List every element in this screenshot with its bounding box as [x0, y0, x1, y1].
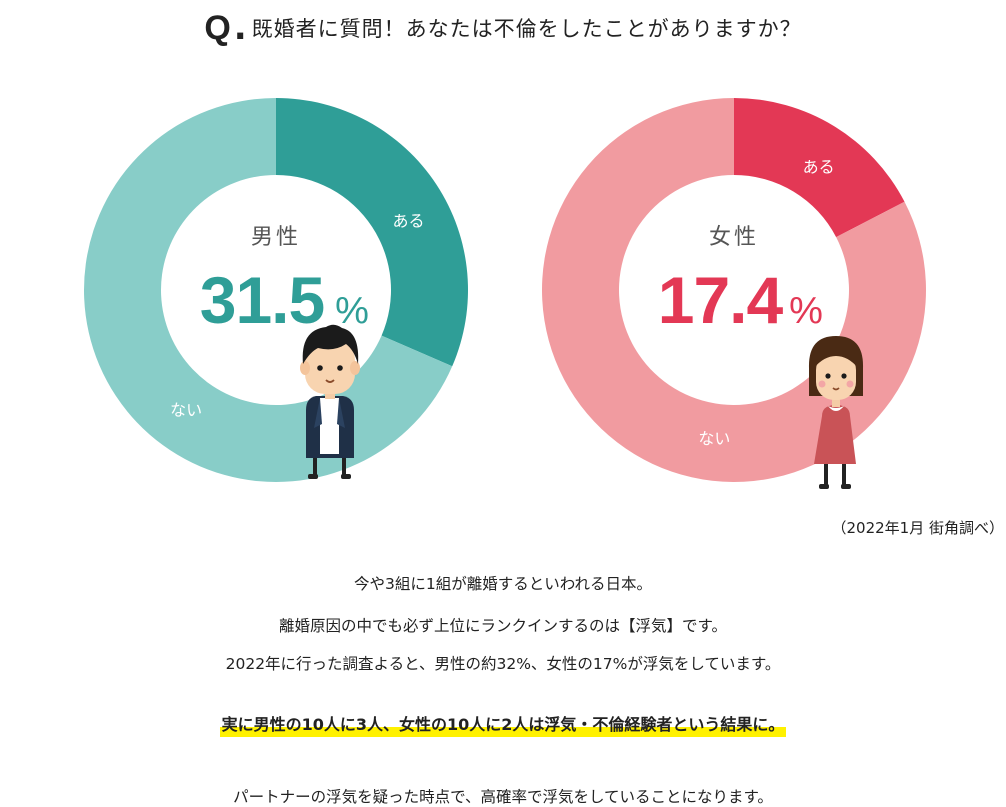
- female-slice-labels: ある ない: [698, 158, 834, 448]
- body-line-4: パートナーの浮気を疑った時点で、高確率で浮気をしていることになります。: [233, 788, 773, 806]
- q-dot: .: [233, 8, 248, 48]
- female-donut-chart: ある ない 女性 17.4 %: [541, 98, 926, 489]
- q-mark: Q: [204, 9, 232, 47]
- male-slice-nai: [84, 98, 453, 483]
- female-percent-value: 17.4: [658, 263, 784, 337]
- female-slice-label-aru: ある: [803, 158, 835, 177]
- female-slice-label-nai: ない: [698, 429, 730, 448]
- male-slice-label-aru: ある: [392, 212, 424, 231]
- man-illustration-icon: [300, 324, 360, 479]
- body-line-1: 今や3組に1組が離婚するといわれる日本。: [354, 575, 652, 593]
- female-center-label: 女性: [709, 225, 759, 250]
- question-heading: Q. 既婚者に質問！あなたは不倫をしたことがありますか？: [0, 8, 1006, 48]
- female-percent-unit: %: [789, 290, 823, 332]
- body-line-2: 離婚原因の中でも必ず上位にランクインするのは【浮気】です。: [279, 617, 727, 635]
- highlight-text: 実に男性の10人に3人、女性の10人に2人は浮気・不倫経験者という結果に。: [219, 711, 787, 737]
- body-line-3: 2022年に行った調査よると、男性の約32%、女性の17%が浮気をしています。: [225, 655, 781, 673]
- female-slice-aru: [734, 98, 905, 238]
- woman-illustration-icon: [808, 336, 864, 489]
- male-slice-aru: [276, 98, 468, 367]
- question-text: 既婚者に質問！あなたは不倫をしたことがありますか？: [251, 17, 802, 41]
- survey-source-note: （2022年1月 街角調べ）: [831, 519, 1005, 537]
- male-slice-label-nai: ない: [170, 400, 202, 419]
- male-center-label: 男性: [251, 225, 301, 250]
- male-ring: [84, 98, 468, 483]
- male-percent-unit: %: [335, 290, 369, 332]
- male-slice-labels: ある ない: [170, 212, 424, 420]
- highlight-row: 実に男性の10人に3人、女性の10人に2人は浮気・不倫経験者という結果に。: [0, 711, 1006, 737]
- male-donut-chart: ある ない 男性 31.5 %: [84, 98, 468, 483]
- male-percent-value: 31.5: [200, 263, 324, 337]
